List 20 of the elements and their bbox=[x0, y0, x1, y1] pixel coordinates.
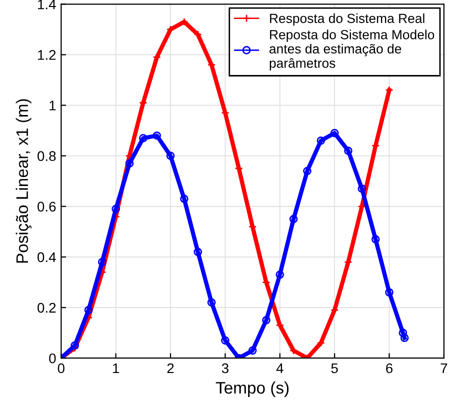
y-tick-label: 0.6 bbox=[38, 202, 56, 212]
x-tick-label: 7 bbox=[440, 363, 448, 374]
y-tick-label: 1.4 bbox=[38, 0, 56, 10]
y-axis-title: Posição Linear, x1 (m) bbox=[16, 99, 32, 263]
y-tick-label: 0.4 bbox=[38, 252, 56, 262]
x-tick-label: 0 bbox=[58, 363, 64, 374]
x-tick-label: 6 bbox=[386, 363, 393, 374]
legend-label: Reposta do Sistema Modelo antes da estimação de parâmetros bbox=[270, 30, 434, 70]
x-tick-label: 4 bbox=[276, 363, 284, 374]
y-tick-label: 1.2 bbox=[38, 50, 56, 60]
x-tick-label: 1 bbox=[113, 363, 120, 374]
y-tick-label: 0.2 bbox=[38, 302, 56, 313]
x-tick-label: 2 bbox=[167, 363, 174, 374]
x-tick-label: 3 bbox=[222, 363, 228, 374]
x-axis-title: Tempo (s) bbox=[216, 381, 289, 398]
legend-label: Resposta do Sistema Real bbox=[270, 13, 424, 26]
y-tick-label: 1 bbox=[50, 100, 56, 110]
y-tick-label: 0.8 bbox=[38, 151, 56, 162]
x-tick-label: 5 bbox=[331, 363, 338, 374]
y-tick-label: 0 bbox=[49, 353, 56, 364]
